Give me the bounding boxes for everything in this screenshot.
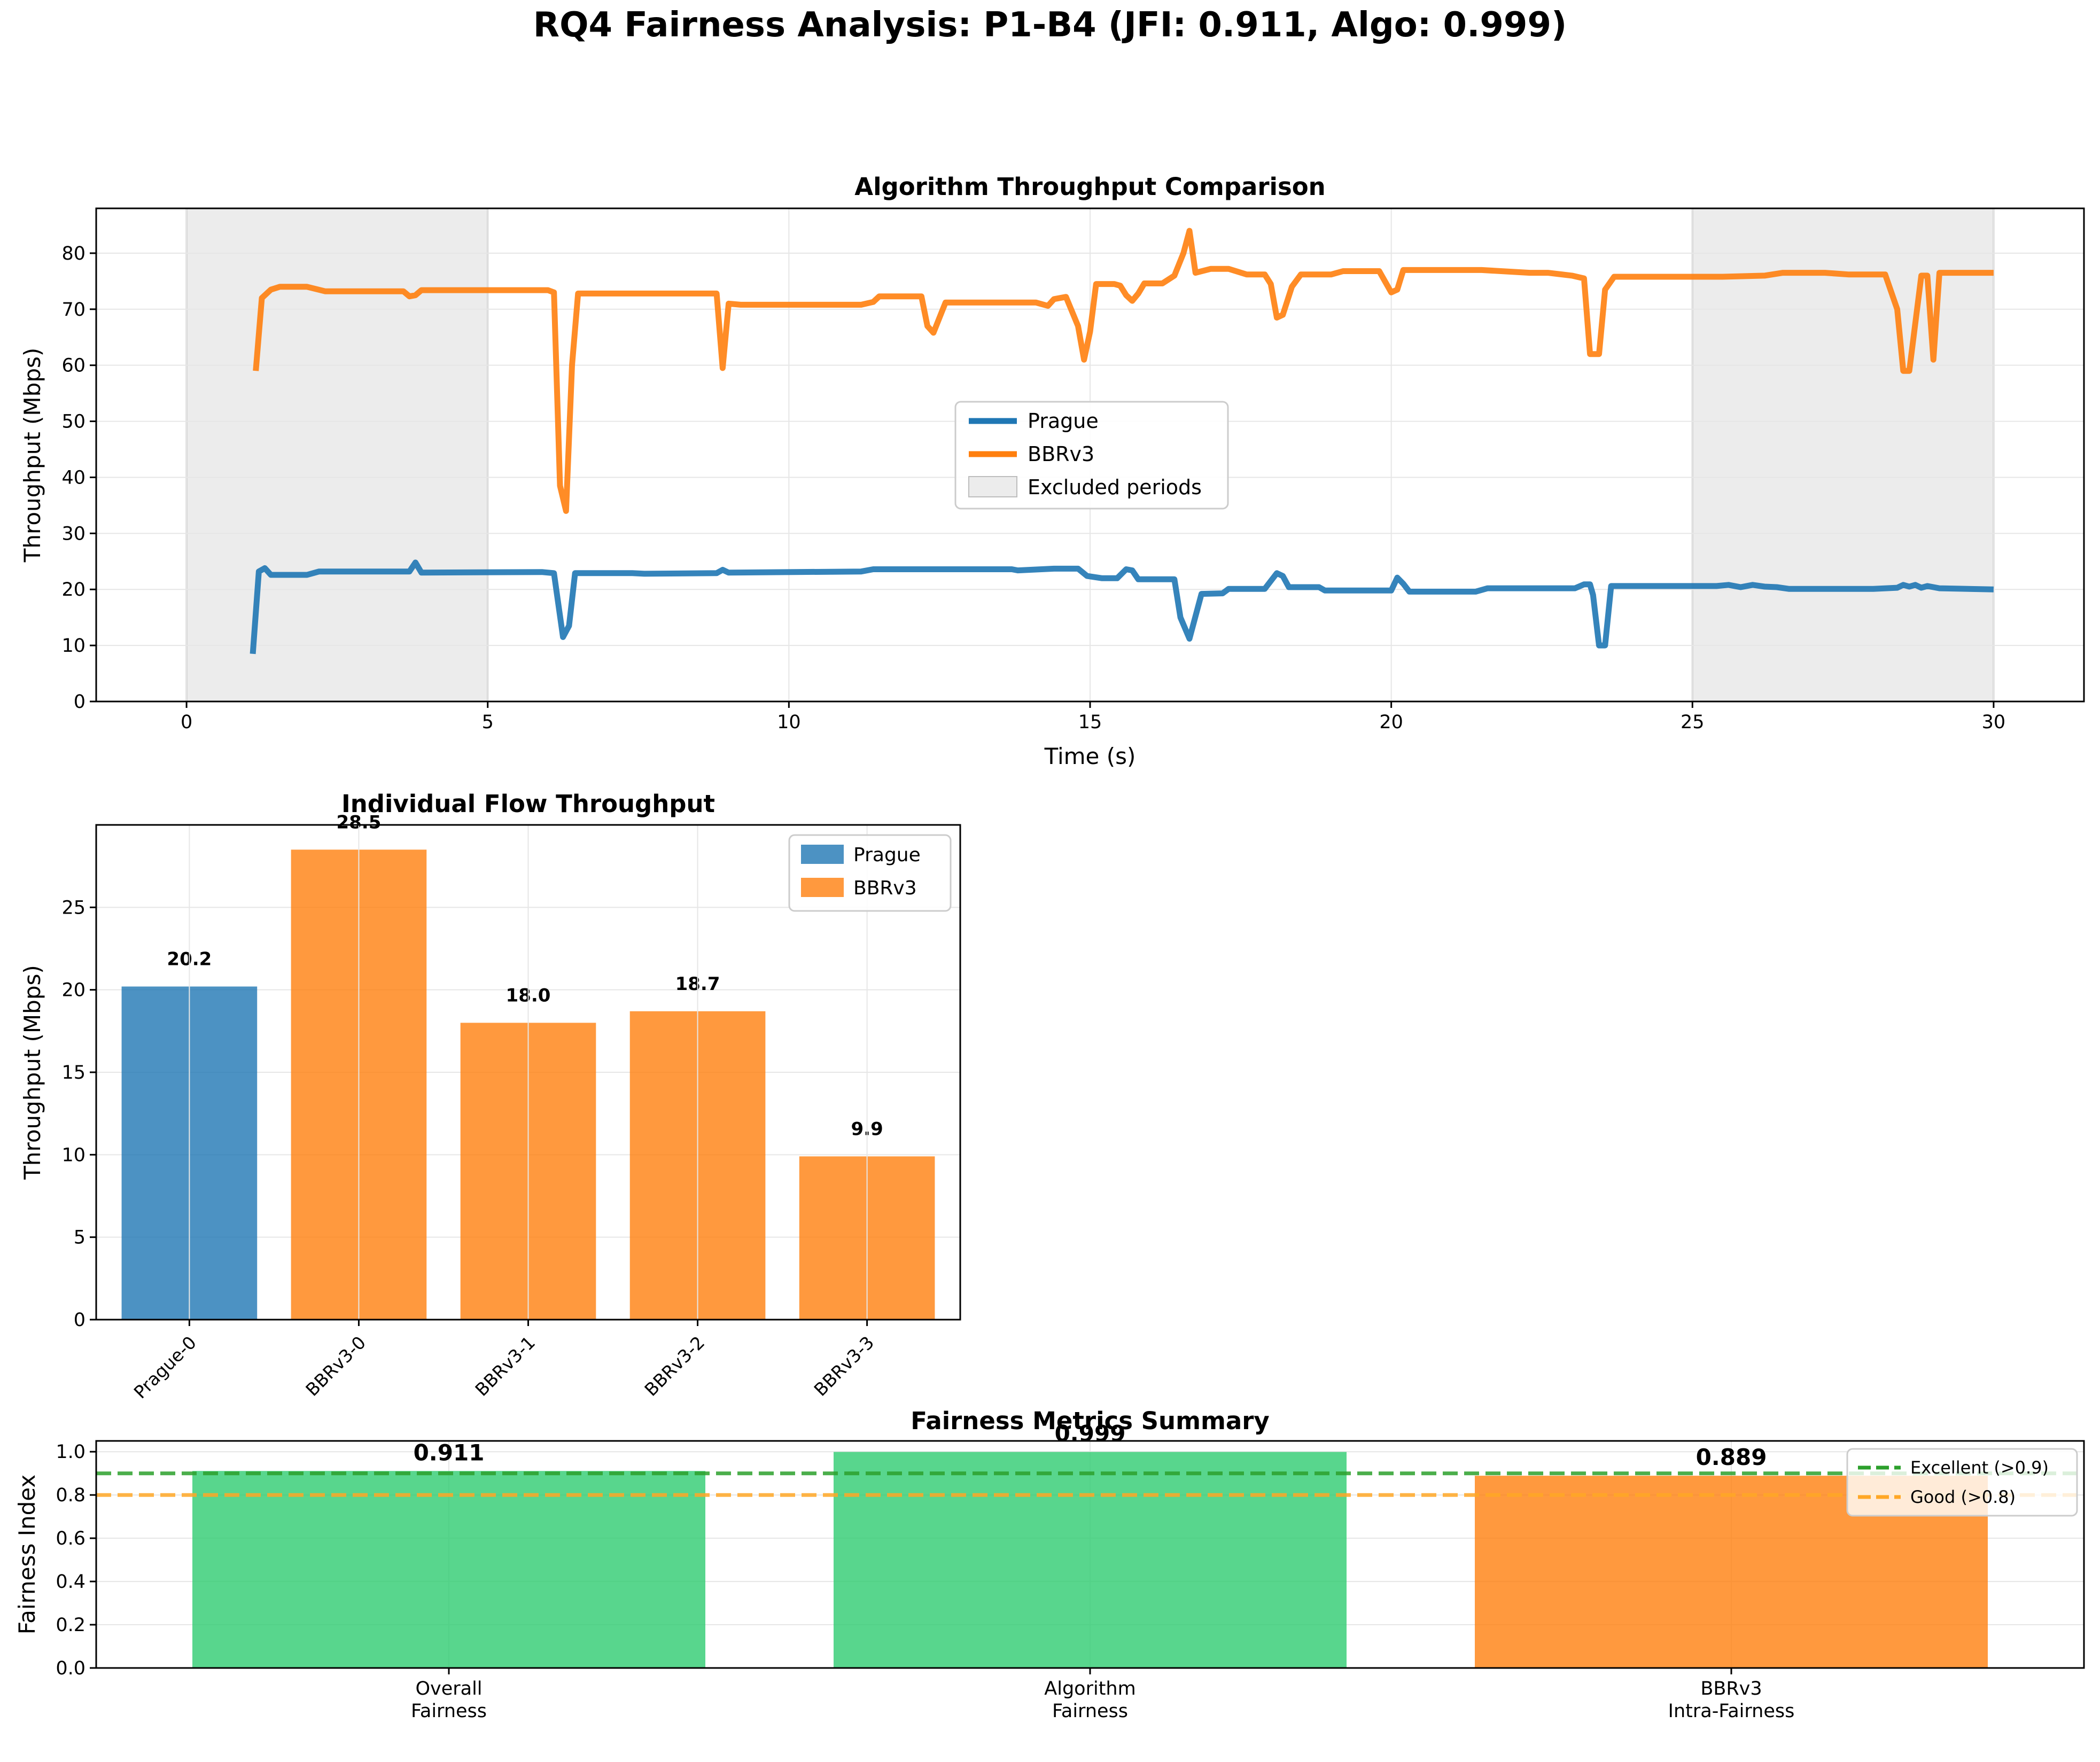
legend-box (1846, 1448, 2078, 1517)
bar-value-label: 0.889 (1696, 1444, 1767, 1470)
y-tick-label: 60 (61, 355, 85, 377)
chart-title: Algorithm Throughput Comparison (854, 173, 1325, 201)
legend-swatch (968, 476, 1017, 497)
fairness-bar-2 (834, 1452, 1347, 1668)
legend-label: Prague (1028, 409, 1099, 433)
throughput-line-panel: 0 5 10 15 20 25 30 0 10 20 30 40 50 60 70 80 Algorithm T… (19, 173, 2085, 769)
x-tick-label: BBRv3 (1700, 1678, 1762, 1699)
excluded-period (185, 207, 489, 703)
fairness-bar-1 (192, 1471, 705, 1668)
legend-label: Prague (853, 844, 921, 866)
excluded-period (1691, 207, 1995, 703)
x-axis-label: Time (s) (1044, 743, 1136, 769)
x-tick-label: 10 (777, 712, 801, 733)
y-tick-label: 30 (61, 523, 85, 544)
x-tick-label: BBRv3-1 (471, 1332, 539, 1400)
y-axis-label: Throughput (Mbps) (19, 348, 45, 563)
y-tick-label: 20 (61, 980, 85, 1001)
y-axis-label: Throughput (Mbps) (19, 965, 45, 1180)
legend-label: BBRv3 (1028, 442, 1094, 466)
y-tick-label: 10 (61, 635, 85, 657)
x-tick-label: Fairness (1052, 1701, 1128, 1722)
fairness-summary-panel: 0.911 0.999 0.889 0.0 0.2 0.4 0.6 0.8 1.0 Overall… (14, 1407, 2085, 1722)
legend-box (954, 401, 1229, 510)
legend-swatch (801, 878, 844, 897)
chart-title: Individual Flow Throughput (341, 790, 715, 818)
bar-value-label: 0.999 (1055, 1421, 1126, 1447)
y-tick-label: 0.0 (56, 1658, 85, 1679)
y-tick-label: 80 (61, 243, 85, 264)
legend-label: Excellent (>0.9) (1910, 1457, 2049, 1478)
x-tick-label: Intra-Fairness (1668, 1701, 1795, 1722)
x-tick-label: 0 (181, 712, 192, 733)
y-tick-label: 20 (61, 579, 85, 601)
y-tick-label: 40 (61, 467, 85, 488)
legend-swatch (801, 845, 844, 864)
x-tick-label: 15 (1078, 712, 1102, 733)
x-tick-label: Prague-0 (130, 1332, 200, 1402)
x-tick-label: 30 (1982, 712, 2006, 733)
y-tick-label: 0.4 (56, 1571, 85, 1593)
x-tick-label: 20 (1379, 712, 1403, 733)
y-tick-label: 15 (61, 1062, 85, 1083)
y-tick-label: 50 (61, 411, 85, 433)
chart-title: Fairness Metrics Summary (911, 1407, 1270, 1435)
legend-label: Good (>0.8) (1910, 1487, 2016, 1507)
x-tick-label: BBRv3-2 (640, 1332, 709, 1400)
y-tick-label: 5 (74, 1227, 85, 1249)
x-tick-label: 25 (1681, 712, 1705, 733)
x-tick-label: Fairness (411, 1701, 487, 1722)
y-tick-label: 0.6 (56, 1528, 85, 1549)
series-line-prague (250, 559, 1994, 654)
x-tick-label: BBRv3-0 (301, 1332, 370, 1400)
y-tick-label: 10 (61, 1144, 85, 1166)
legend-label: BBRv3 (853, 877, 917, 899)
y-tick-label: 0 (74, 691, 85, 713)
y-tick-label: 70 (61, 299, 85, 321)
bar-value-label: 0.911 (414, 1439, 485, 1465)
series-line-bbrv3 (253, 228, 1994, 514)
x-tick-label: Overall (415, 1678, 482, 1699)
page-title: RQ4 Fairness Analysis: P1-B4 (JFI: 0.911… (533, 5, 1567, 45)
y-axis-label: Fairness Index (14, 1475, 40, 1634)
y-tick-label: 0.8 (56, 1485, 85, 1506)
x-tick-label: 5 (482, 712, 494, 733)
y-tick-label: 1.0 (56, 1441, 85, 1463)
x-tick-label: Algorithm (1044, 1678, 1135, 1699)
y-tick-label: 0 (74, 1309, 85, 1331)
legend-label: Excluded periods (1028, 475, 1202, 499)
y-tick-label: 0.2 (56, 1615, 85, 1636)
x-tick-label: BBRv3-3 (810, 1332, 878, 1400)
y-tick-label: 25 (61, 897, 85, 918)
